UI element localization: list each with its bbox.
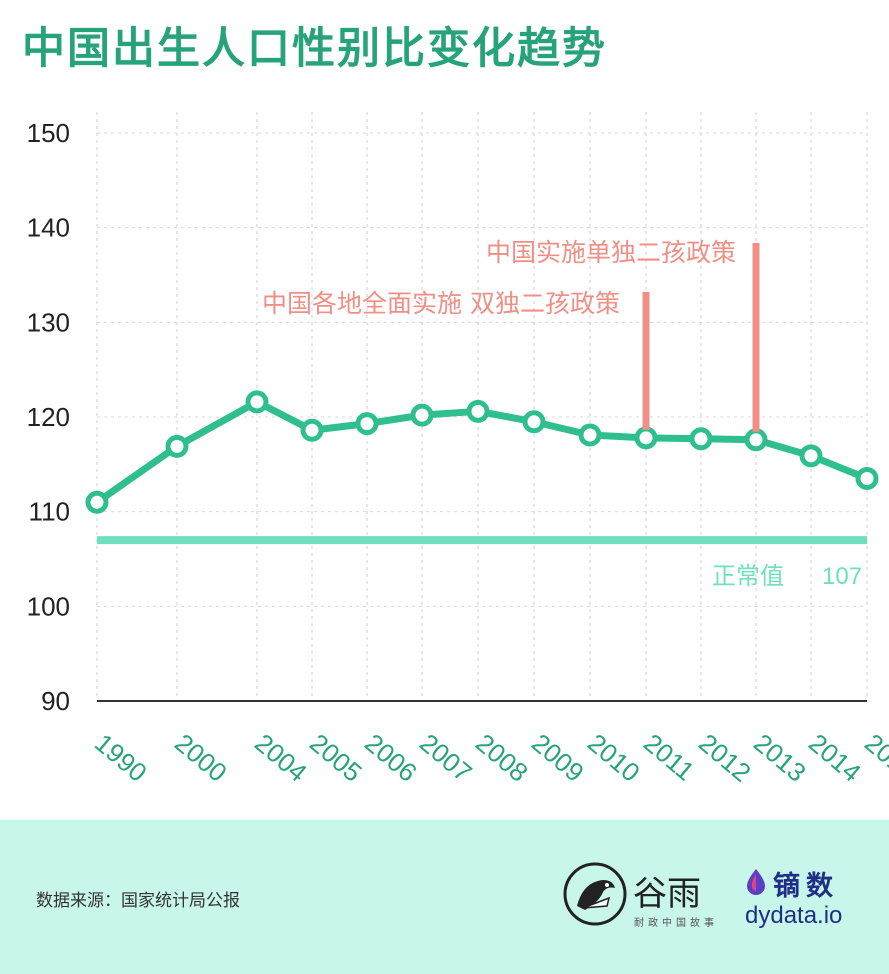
x-tick-label: 2006 xyxy=(359,728,423,788)
x-tick-label: 2013 xyxy=(748,728,812,788)
annotation-layer: 中国各地全面实施 双独二孩政策 中国实施单独二孩政策 xyxy=(262,238,760,432)
data-point xyxy=(245,390,269,414)
annotation-label: 中国各地全面实施 双独二孩政策 xyxy=(262,289,620,318)
y-tick-label: 130 xyxy=(27,307,70,337)
data-point xyxy=(85,490,109,514)
reference-layer: 正常值 107 xyxy=(97,536,867,590)
data-point xyxy=(799,444,823,468)
y-tick-label: 120 xyxy=(27,402,70,432)
x-tick-label: 2011 xyxy=(638,728,700,787)
x-tick-label: 2012 xyxy=(693,728,757,788)
guyu-logo-text: 谷雨 xyxy=(633,874,701,914)
data-point xyxy=(355,412,379,436)
data-point xyxy=(300,418,324,442)
data-point xyxy=(744,428,768,452)
x-tick-label: 1990 xyxy=(89,728,153,788)
x-tick-label: 2010 xyxy=(582,728,646,788)
footer: 数据来源：国家统计局公报 谷雨 耐政中国故事 镝数 dydata.io xyxy=(0,820,889,974)
data-point xyxy=(855,467,879,491)
x-tick-label: 2000 xyxy=(169,728,233,788)
data-point xyxy=(578,423,602,447)
x-tick-label: 2004 xyxy=(249,728,313,788)
y-tick-label: 90 xyxy=(41,686,70,716)
guyu-bird-logo-icon xyxy=(563,862,627,926)
guyu-logo-tagline: 耐政中国故事 xyxy=(634,918,718,929)
x-tick-label: 2009 xyxy=(526,728,590,788)
dydata-logo-url: dydata.io xyxy=(745,902,843,929)
data-point xyxy=(634,426,658,450)
data-point xyxy=(689,427,713,451)
x-tick-label: 2008 xyxy=(470,728,534,788)
data-source: 数据来源：国家统计局公报 xyxy=(36,891,240,911)
data-point xyxy=(522,410,546,434)
x-tick-label: 2015 xyxy=(859,728,889,788)
x-tick-label: 2014 xyxy=(803,728,867,788)
annotation-label: 中国实施单独二孩政策 xyxy=(486,238,736,267)
x-tick-label: 2005 xyxy=(304,728,368,788)
reference-value-label: 107 xyxy=(822,563,862,590)
chart-title: 中国出生人口性别比变化趋势 xyxy=(22,24,607,74)
data-point xyxy=(410,403,434,427)
y-tick-label: 140 xyxy=(27,213,70,243)
y-tick-label: 100 xyxy=(27,591,70,621)
y-tick-label: 150 xyxy=(27,118,70,148)
y-tick-label: 110 xyxy=(29,497,70,527)
drop-icon xyxy=(747,869,765,895)
x-tick-label: 2007 xyxy=(414,728,478,788)
data-point xyxy=(165,434,189,458)
axis-layer: 150 140 130 120 110 100 90 1990 2000 200420052006… xyxy=(27,118,889,788)
data-point xyxy=(466,399,490,423)
series-layer xyxy=(85,390,879,514)
reference-label: 正常值 xyxy=(712,562,784,590)
dydata-logo-cn: 镝数 xyxy=(773,871,839,902)
